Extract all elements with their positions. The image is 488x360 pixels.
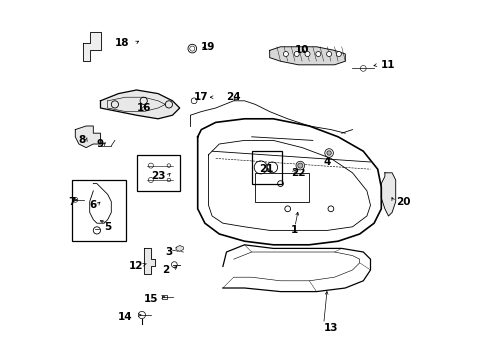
Text: 15: 15 [143,294,158,304]
Polygon shape [82,32,101,61]
Text: 3: 3 [165,247,172,257]
Text: 13: 13 [323,323,338,333]
Circle shape [326,151,330,155]
Polygon shape [176,246,183,251]
Circle shape [305,51,309,57]
Text: 4: 4 [323,157,330,167]
Text: 1: 1 [291,225,298,235]
Circle shape [326,51,331,57]
Polygon shape [101,90,179,119]
Circle shape [283,51,288,57]
Text: 8: 8 [79,135,86,145]
Text: 14: 14 [118,312,133,322]
Text: 16: 16 [136,103,151,113]
Text: 20: 20 [395,197,409,207]
Text: 19: 19 [201,42,215,52]
Text: 12: 12 [129,261,143,271]
Circle shape [295,161,304,170]
Polygon shape [269,47,345,65]
Text: 5: 5 [104,222,111,232]
Text: 17: 17 [193,92,208,102]
Text: 2: 2 [162,265,168,275]
Circle shape [324,149,333,157]
Text: 7: 7 [68,197,75,207]
Polygon shape [75,126,101,148]
Polygon shape [143,248,154,274]
Circle shape [315,51,320,57]
Text: 6: 6 [89,200,97,210]
Text: 18: 18 [115,38,129,48]
Text: 9: 9 [97,139,104,149]
Circle shape [294,51,299,57]
Text: 10: 10 [294,45,309,55]
Text: 22: 22 [291,168,305,178]
Text: 23: 23 [150,171,165,181]
Circle shape [336,51,341,57]
Text: 21: 21 [258,164,273,174]
Text: 11: 11 [381,60,395,70]
Text: 24: 24 [226,92,241,102]
Polygon shape [381,173,395,216]
Circle shape [297,163,302,168]
